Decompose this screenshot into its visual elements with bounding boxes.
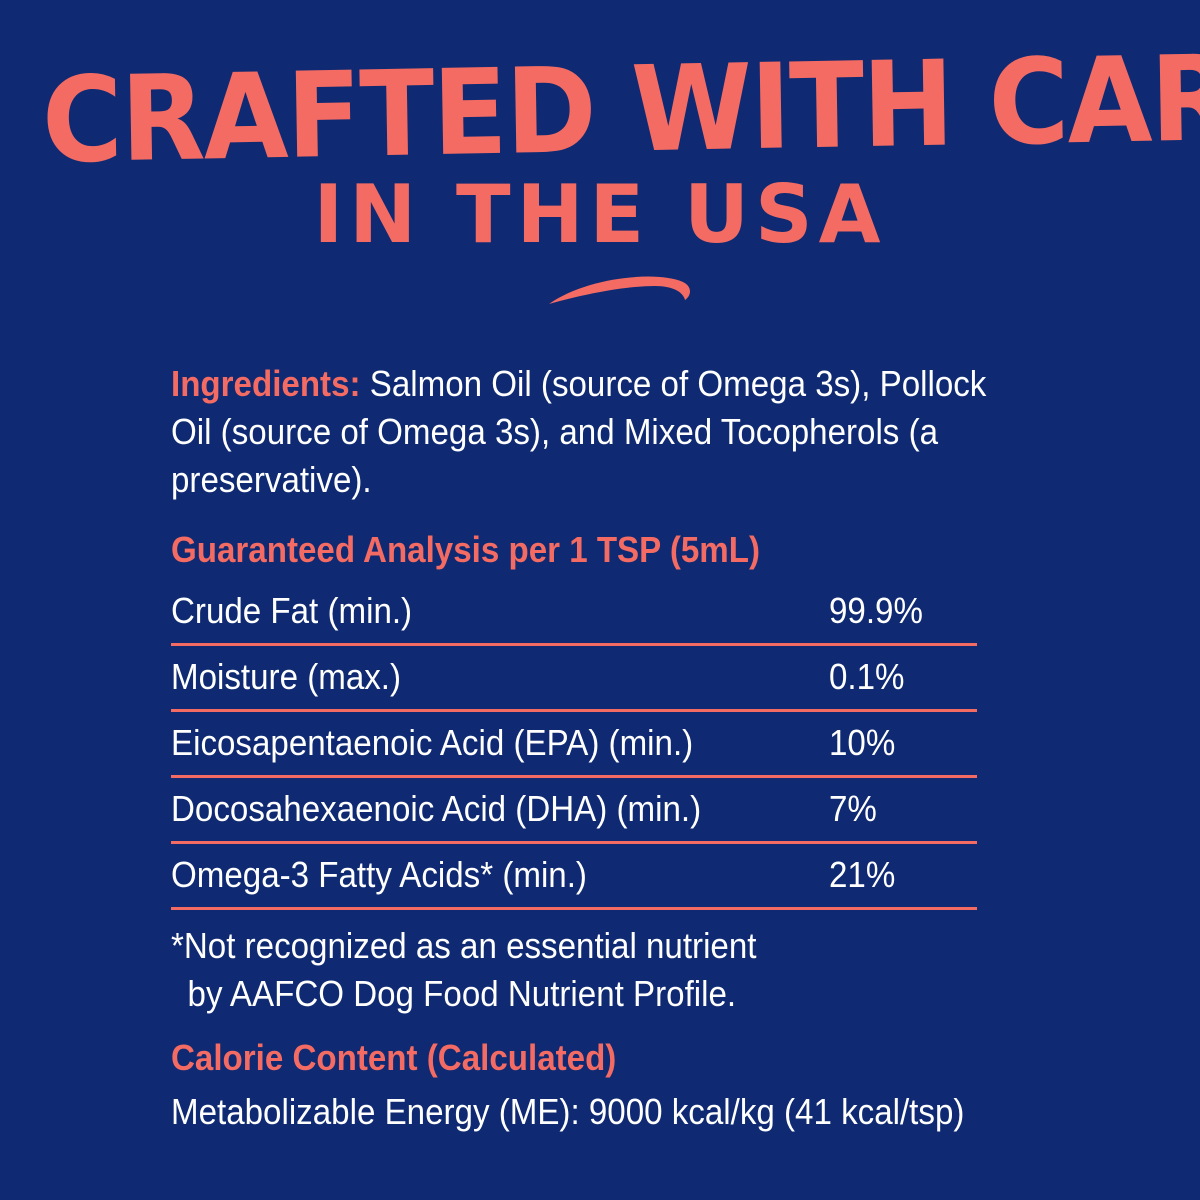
table-row: Omega-3 Fatty Acids* (min.) 21% — [171, 844, 977, 910]
calorie-content-text: Metabolizable Energy (ME): 9000 kcal/kg … — [171, 1091, 965, 1132]
calorie-content-heading: Calorie Content (Calculated) — [171, 1037, 617, 1078]
swoosh-decoration — [549, 276, 690, 304]
nutrient-name: Crude Fat (min.) — [171, 590, 413, 631]
nutrient-amount: 99.9% — [829, 590, 923, 631]
footnote-line-1: *Not recognized as an essential nutrient — [171, 925, 757, 966]
ingredients-paragraph: Ingredients: Salmon Oil (source of Omega… — [171, 360, 999, 504]
table-row: Crude Fat (min.) 99.9% — [171, 580, 977, 646]
ingredients-text: Salmon Oil (source of Omega 3s), Pollock… — [171, 363, 987, 500]
nutrient-amount: 10% — [829, 722, 896, 763]
headline-in-the-usa: IN THE USA — [313, 168, 887, 261]
product-info: Ingredients: Salmon Oil (source of Omega… — [171, 360, 1111, 1136]
table-row: Eicosapentaenoic Acid (EPA) (min.) 10% — [171, 712, 977, 778]
ingredients-label: Ingredients: — [171, 363, 361, 404]
nutrient-amount: 21% — [829, 854, 896, 895]
footnote: *Not recognized as an essential nutrient… — [171, 922, 1036, 1018]
guaranteed-analysis-heading: Guaranteed Analysis per 1 TSP (5mL) — [171, 529, 761, 570]
nutrient-amount: 0.1% — [829, 656, 905, 697]
nutrient-name: Eicosapentaenoic Acid (EPA) (min.) — [171, 722, 694, 763]
table-row: Docosahexaenoic Acid (DHA) (min.) 7% — [171, 778, 977, 844]
table-row: Moisture (max.) 0.1% — [171, 646, 977, 712]
footnote-line-2: by AAFCO Dog Food Nutrient Profile. — [187, 973, 737, 1014]
nutrient-name: Moisture (max.) — [171, 656, 402, 697]
nutrient-amount: 7% — [829, 788, 877, 829]
nutrient-name: Docosahexaenoic Acid (DHA) (min.) — [171, 788, 702, 829]
guaranteed-analysis-table: Crude Fat (min.) 99.9% Moisture (max.) 0… — [171, 580, 977, 910]
nutrient-name: Omega-3 Fatty Acids* (min.) — [171, 854, 587, 895]
